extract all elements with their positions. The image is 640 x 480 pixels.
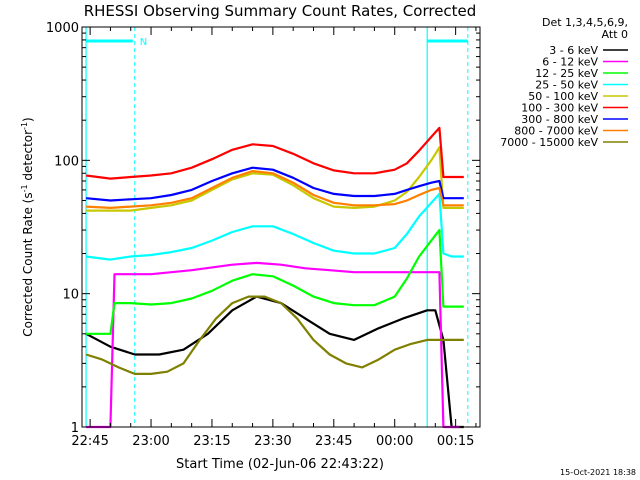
x-tick-label: 22:45: [71, 434, 108, 449]
y-axis-label-end: ): [21, 117, 35, 122]
y-axis-label-sup1: -1: [20, 184, 29, 192]
y-axis-label-main: Corrected Count Rate (s: [21, 192, 35, 336]
chart-marks: N 1 10 100 1000 22:45 23:00 23:15 23:30 23:45 00:0…: [46, 21, 481, 449]
x-tick-label: 23:15: [193, 434, 230, 449]
x-tick-label: 23:30: [254, 434, 291, 449]
series-line-6: [85, 166, 464, 202]
legend-label-7: 800 - 7000 keV: [514, 125, 598, 138]
series-line-5: [85, 126, 464, 180]
plot-frame: [81, 26, 481, 428]
series-line-1: [86, 261, 460, 429]
x-axis-label: Start Time (02-Jun-06 22:43:22): [176, 457, 384, 472]
annotation-label-0: N: [140, 37, 147, 48]
y-axis-label-sup2: -1: [20, 122, 29, 130]
x-tick-label: 23:00: [132, 434, 169, 449]
series-line-7: [86, 170, 464, 209]
y-tick-label: 10: [62, 288, 79, 303]
x-tick-label: 00:15: [437, 434, 474, 449]
x-tick-label: 00:00: [376, 434, 413, 449]
legend-header-2: Att 0: [602, 28, 628, 41]
series-line-0: [85, 295, 464, 429]
legend-label-2: 12 - 25 keV: [535, 67, 598, 80]
y-tick-label: 1: [71, 421, 79, 436]
legend-label-1: 6 - 12 keV: [542, 56, 598, 69]
legend-label-4: 50 - 100 keV: [528, 90, 598, 103]
series-line-4: [86, 146, 464, 212]
series-line-8: [85, 295, 464, 375]
legend-header-1: Det 1,3,4,5,6,9,: [542, 16, 628, 29]
timestamp: 15-Oct-2021 18:38: [560, 468, 636, 477]
chart-title: RHESSI Observing Summary Count Rates, Co…: [84, 2, 477, 20]
series-line-3: [85, 192, 464, 261]
series-line-2: [86, 229, 464, 335]
y-tick-label: 1000: [46, 21, 79, 36]
legend-label-0: 3 - 6 keV: [549, 44, 598, 57]
y-axis-label-mid: detector: [21, 130, 35, 185]
legend-label-8: 7000 - 15000 keV: [500, 136, 598, 149]
legend-label-3: 25 - 50 keV: [535, 79, 598, 92]
y-axis-label: Corrected Count Rate (s-1 detector-1): [20, 117, 35, 336]
legend-label-5: 100 - 300 keV: [521, 102, 598, 115]
y-tick-label: 100: [54, 154, 79, 169]
x-tick-label: 23:45: [315, 434, 352, 449]
legend-label-6: 300 - 800 keV: [521, 113, 598, 126]
